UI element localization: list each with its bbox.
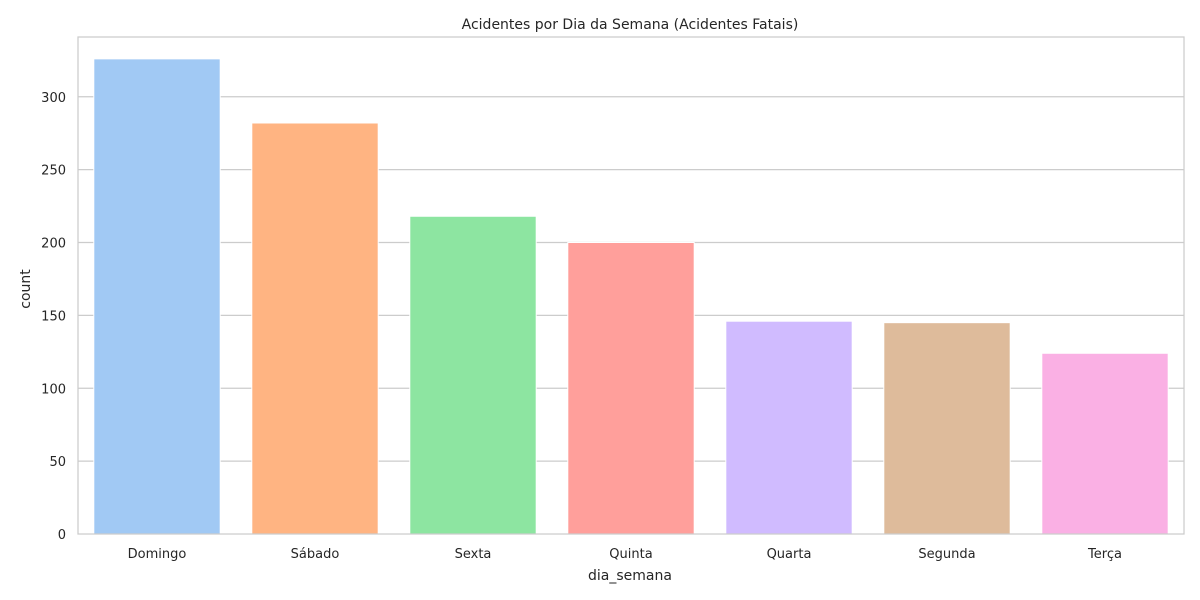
plot-frame	[77, 36, 1185, 535]
x-tick-label: Segunda	[918, 547, 975, 562]
y-tick-label: 300	[41, 91, 66, 106]
bar-sábado	[251, 122, 379, 535]
x-tick-label: Quinta	[609, 547, 652, 562]
bars	[93, 58, 1169, 535]
y-tick-label: 250	[41, 164, 66, 179]
y-tick-label: 150	[41, 309, 66, 324]
y-tick-label: 100	[41, 382, 66, 397]
y-tick-labels: 0 50 100 150 200 250 300	[41, 91, 66, 543]
x-tick-labels: Domingo Sábado Sexta Quinta Quarta Segunda Ter…	[128, 547, 1122, 562]
x-tick-label: Sábado	[291, 547, 340, 562]
x-tick-label: Domingo	[128, 547, 187, 562]
bar-terça	[1041, 352, 1169, 535]
x-tick-label: Quarta	[767, 547, 812, 562]
y-tick-label: 50	[49, 455, 66, 470]
x-axis-label: dia_semana	[588, 568, 672, 584]
bar-quinta	[567, 242, 695, 535]
x-tick-label: Sexta	[455, 547, 492, 562]
x-tick-label: Terça	[1087, 547, 1122, 562]
y-tick-label: 200	[41, 237, 66, 252]
bar-domingo	[93, 58, 221, 535]
bar-quarta	[725, 320, 853, 535]
chart-title: Acidentes por Dia da Semana (Acidentes F…	[462, 17, 799, 33]
bar-sexta	[409, 215, 537, 535]
y-tick-label: 0	[58, 528, 66, 543]
y-axis-label: count	[18, 269, 34, 309]
bar-segunda	[883, 322, 1011, 535]
